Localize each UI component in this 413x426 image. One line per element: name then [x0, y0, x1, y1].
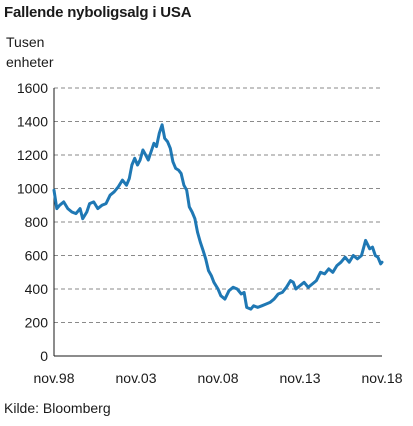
x-tick-label: nov.18: [362, 370, 403, 386]
y-tick-label: 1400: [17, 114, 48, 130]
y-tick-label: 0: [40, 348, 48, 364]
y-tick-label: 1600: [17, 80, 48, 96]
series-line: [52, 123, 384, 311]
y-tick-label: 200: [25, 315, 49, 331]
y-tick-label: 600: [25, 248, 49, 264]
x-tick-label: nov.08: [198, 370, 239, 386]
y-tick-label: 1200: [17, 147, 48, 163]
x-tick-labels: nov.98 nov.03 nov.08 nov.13 nov.18: [34, 370, 403, 386]
x-tick-label: nov.13: [280, 370, 321, 386]
y-axis-unit-label: Tusen enheter: [6, 32, 53, 72]
y-tick-label: 1000: [17, 181, 48, 197]
x-tick-label: nov.98: [34, 370, 75, 386]
source-note: Kilde: Bloomberg: [4, 400, 111, 416]
chart-title: Fallende nyboligsalg i USA: [4, 4, 192, 21]
gridlines: [54, 87, 382, 323]
y-axis-unit-line-2: enheter: [6, 54, 54, 70]
y-tick-label: 400: [25, 281, 49, 297]
x-tick-label: nov.03: [116, 370, 157, 386]
y-axis-unit-line-1: Tusen: [6, 34, 45, 50]
y-tick-labels: 0 200 400 600 800 1000 1200 1400 1600: [17, 80, 48, 364]
y-tick-label: 800: [25, 214, 49, 230]
